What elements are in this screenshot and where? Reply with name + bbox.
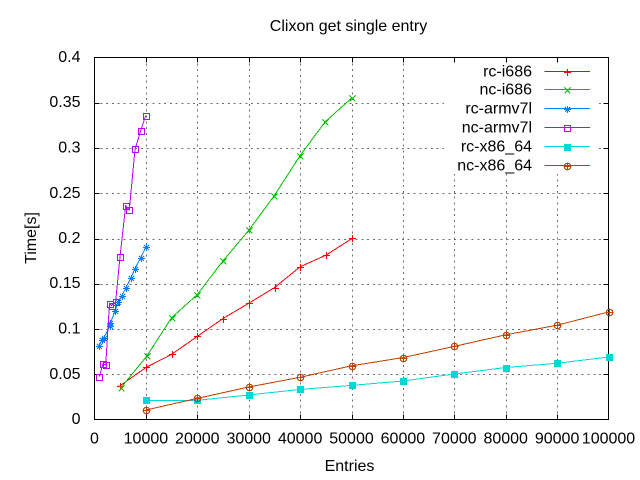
svg-text:nc-x86_64: nc-x86_64 — [457, 158, 532, 175]
svg-text:0.3: 0.3 — [58, 140, 80, 157]
svg-text:0: 0 — [90, 430, 99, 447]
svg-text:30000: 30000 — [226, 430, 271, 447]
svg-text:rc-i686: rc-i686 — [483, 64, 532, 81]
svg-text:40000: 40000 — [278, 430, 323, 447]
svg-text:20000: 20000 — [175, 430, 220, 447]
svg-text:0.15: 0.15 — [49, 275, 80, 292]
svg-text:0.25: 0.25 — [49, 185, 80, 202]
svg-text:0.35: 0.35 — [49, 94, 80, 111]
svg-text:10000: 10000 — [124, 430, 169, 447]
svg-text:rc-x86_64: rc-x86_64 — [461, 139, 532, 156]
svg-text:70000: 70000 — [432, 430, 477, 447]
svg-text:0.1: 0.1 — [58, 321, 80, 338]
svg-text:100000: 100000 — [582, 430, 635, 447]
svg-text:50000: 50000 — [329, 430, 374, 447]
svg-text:Clixon get single entry: Clixon get single entry — [270, 18, 427, 35]
svg-text:rc-armv7l: rc-armv7l — [465, 101, 532, 118]
svg-text:Entries: Entries — [325, 458, 375, 475]
svg-text:0.4: 0.4 — [58, 49, 80, 66]
svg-text:60000: 60000 — [381, 430, 426, 447]
svg-text:0.2: 0.2 — [58, 230, 80, 247]
svg-text:Time[s]: Time[s] — [23, 212, 40, 264]
svg-text:80000: 80000 — [483, 430, 528, 447]
svg-text:0.05: 0.05 — [49, 366, 80, 383]
svg-text:nc-i686: nc-i686 — [480, 82, 533, 99]
svg-text:nc-armv7l: nc-armv7l — [462, 120, 532, 137]
svg-text:90000: 90000 — [535, 430, 580, 447]
svg-text:0: 0 — [72, 411, 81, 428]
